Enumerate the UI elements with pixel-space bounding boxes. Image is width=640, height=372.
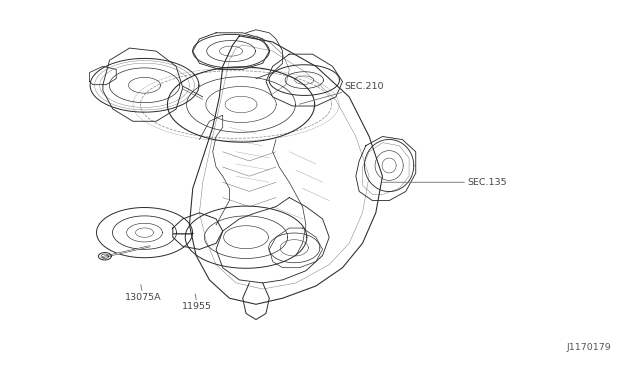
Text: 11955: 11955 bbox=[182, 294, 212, 311]
Text: SEC.135: SEC.135 bbox=[383, 178, 507, 187]
Text: 13075A: 13075A bbox=[125, 285, 161, 302]
Text: SEC.210: SEC.210 bbox=[300, 82, 384, 104]
Text: J1170179: J1170179 bbox=[566, 343, 611, 352]
